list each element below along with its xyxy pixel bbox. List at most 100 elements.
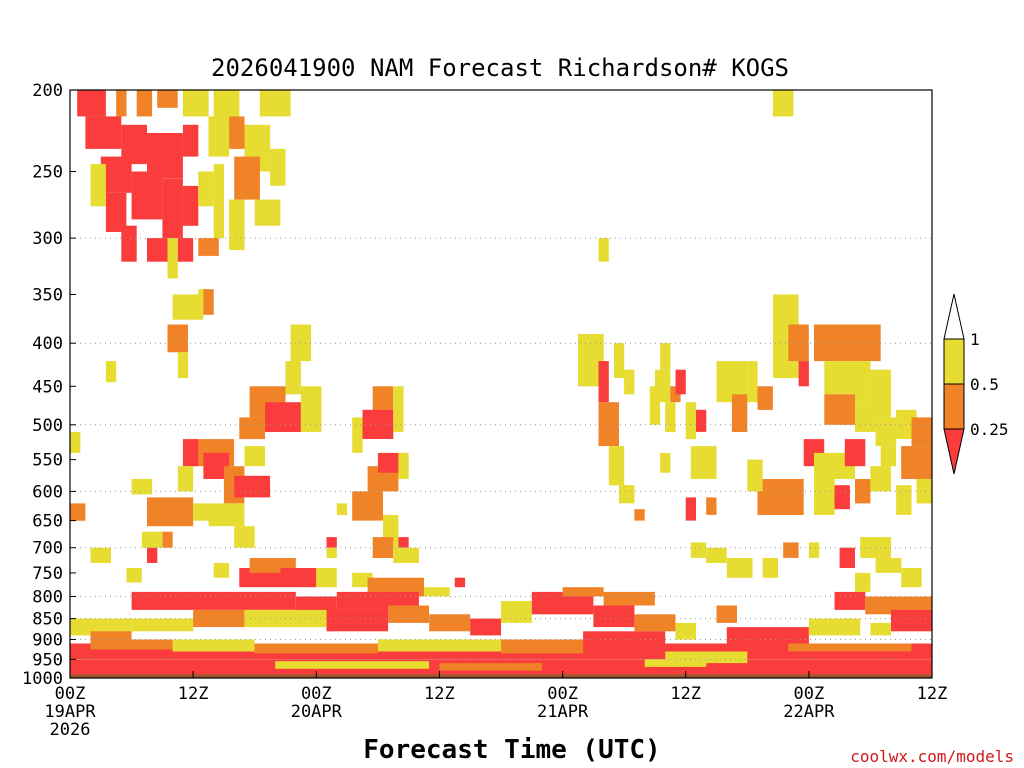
heatmap-cell-low — [598, 361, 609, 403]
heatmap-cell-high — [70, 432, 81, 453]
legend-label-1: 1 — [970, 330, 980, 349]
heatmap-cell-low — [377, 452, 404, 473]
heatmap-cell-low — [583, 631, 666, 648]
heatmap-cell-mid — [706, 497, 717, 515]
x-tick-label: 12Z — [178, 684, 209, 704]
x-tick-label: 00Z — [301, 684, 332, 704]
heatmap-cell-mid — [783, 542, 799, 558]
heatmap-cell-high — [747, 459, 763, 492]
heatmap-cell-low — [834, 485, 850, 510]
heatmap-cell-low — [121, 225, 137, 262]
heatmap-cell-high — [193, 503, 209, 521]
heatmap-cell-high — [105, 361, 117, 383]
heatmap-cell-low — [696, 409, 707, 432]
heatmap-cell-high — [706, 547, 727, 563]
heatmap-cell-mid — [352, 491, 383, 521]
heatmap-cell-low — [398, 537, 409, 548]
x-axis-label: Forecast Time (UTC) — [363, 735, 660, 765]
heatmap-cell-mid — [70, 503, 86, 521]
x-tick-label: 12Z — [917, 684, 948, 704]
heatmap-cell-high — [660, 452, 671, 473]
heatmap-cell-mid — [757, 479, 804, 515]
heatmap-cell-mid — [634, 509, 645, 521]
x-tick-label: 00Z — [55, 684, 86, 704]
heatmap-cell-high — [259, 90, 291, 117]
colorbar-legend: 1 0.5 0.25 — [943, 293, 1009, 475]
y-tick-label: 500 — [32, 416, 63, 436]
heatmap-cell-mid — [788, 643, 912, 652]
heatmap-cell-high — [726, 558, 753, 578]
y-tick-label: 250 — [32, 163, 63, 183]
heatmap-cell-high — [424, 587, 450, 597]
heatmap-cell-high — [880, 446, 897, 467]
heatmap-cell-high — [336, 503, 348, 515]
heatmap-cell-high — [398, 452, 409, 479]
heatmap-cell-high — [131, 479, 153, 495]
heatmap-cell-mid — [824, 394, 856, 425]
heatmap-cell-low — [295, 596, 337, 615]
heatmap-cell-low — [182, 185, 199, 226]
heatmap-cell-high — [624, 369, 635, 395]
heatmap-cell-low — [593, 605, 635, 628]
heatmap-cell-mid — [229, 116, 245, 149]
heatmap-cell-high — [126, 568, 142, 583]
y-tick-label: 600 — [32, 482, 63, 502]
heatmap-cell-low — [182, 124, 199, 157]
x-tick-label: 21APR — [537, 702, 589, 722]
heatmap-cell-high — [849, 361, 871, 403]
heatmap-cell-low — [470, 618, 501, 636]
heatmap-cell-high — [896, 485, 912, 515]
heatmap-cell-low — [100, 156, 132, 193]
y-tick-label: 350 — [32, 286, 63, 306]
heatmap-cell-high — [270, 148, 286, 186]
heatmap-cell-high — [377, 639, 501, 652]
y-tick-label: 650 — [32, 512, 63, 532]
y-tick-label: 300 — [32, 229, 63, 249]
heatmap-cell-ground — [70, 674, 932, 678]
heatmap-cell-mid — [234, 156, 260, 200]
heatmap-cell-high — [213, 563, 230, 578]
heatmap-cell-high — [177, 352, 189, 379]
legend-swatch-high — [943, 338, 965, 385]
heatmap-cell-mid — [788, 324, 809, 362]
heatmap-cell-mid — [147, 497, 194, 527]
heatmap-cell-high — [393, 547, 419, 563]
heatmap-cell-mid — [603, 591, 655, 606]
heatmap-cell-high — [772, 90, 794, 117]
heatmap-cell-low — [162, 178, 183, 239]
heatmap-cell-high — [172, 294, 204, 320]
heatmap-cell-low — [265, 402, 301, 432]
y-tick-label: 1000 — [22, 669, 63, 689]
plot-frame — [69, 89, 933, 679]
heatmap-cell-mid — [90, 639, 173, 650]
heatmap-cell-high — [326, 547, 337, 558]
heatmap-cell-low — [326, 609, 389, 632]
heatmap-cell-mid — [167, 324, 188, 353]
heatmap-cell-high — [275, 661, 430, 669]
heatmap-cell-high — [747, 361, 758, 403]
heatmap-cell-high — [208, 116, 229, 157]
heatmap-cell-low — [177, 238, 194, 262]
y-tick-label: 700 — [32, 539, 63, 559]
heatmap-cell-mid — [634, 614, 676, 632]
heatmap-cell-low — [726, 627, 809, 644]
chart-title: 2026041900 NAM Forecast Richardson# KOGS — [211, 54, 789, 82]
heatmap-cell-high — [690, 446, 717, 479]
heatmap-cell-high — [875, 417, 897, 447]
heatmap-cell-mid — [439, 663, 542, 671]
x-tick-label: 2026 — [50, 720, 91, 740]
x-tick-label: 20APR — [291, 702, 343, 722]
legend-swatch-mid — [943, 383, 965, 430]
heatmap-cell-high — [654, 369, 671, 403]
heatmap-cell-high — [131, 618, 194, 632]
heatmap-cell-high — [896, 409, 917, 439]
heatmap-cell-high — [613, 343, 625, 378]
heatmap-cell-mid — [598, 402, 619, 447]
heatmap-cell-high — [234, 526, 255, 548]
heatmap-cell-high — [501, 601, 532, 623]
heatmap-cell-low — [105, 192, 127, 232]
heatmap-cell-mid — [901, 446, 932, 479]
heatmap-cell-low — [147, 238, 168, 262]
heatmap-cell-high — [90, 547, 111, 563]
